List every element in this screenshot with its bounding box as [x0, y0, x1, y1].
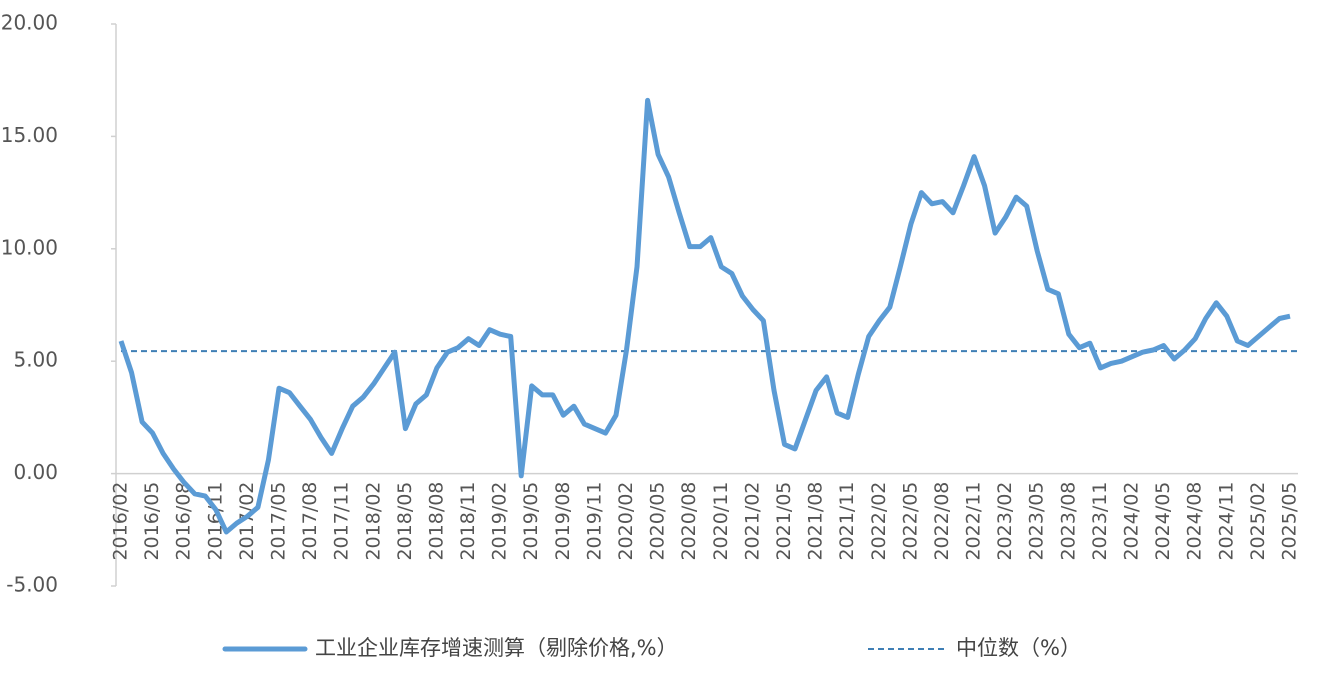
- x-tick-label: 2018/11: [457, 482, 479, 561]
- y-tick-label: 20.00: [1, 11, 58, 35]
- x-tick-label: 2017/02: [236, 482, 258, 561]
- x-tick-label: 2025/02: [1247, 482, 1269, 561]
- y-tick-label: 0.00: [13, 460, 58, 484]
- x-tick-label: 2018/05: [394, 482, 416, 561]
- x-tick-label: 2021/02: [741, 482, 763, 561]
- x-tick-label: 2019/05: [520, 482, 542, 561]
- x-tick-label: 2023/02: [994, 482, 1016, 561]
- x-tick-label: 2023/08: [1057, 482, 1079, 561]
- x-tick-label: 2019/11: [583, 482, 605, 561]
- x-tick-label: 2019/02: [489, 482, 511, 561]
- x-tick-label: 2020/05: [647, 482, 669, 561]
- y-tick-label: 15.00: [1, 123, 58, 147]
- x-tick-label: 2025/05: [1279, 482, 1301, 561]
- x-tick-label: 2021/08: [805, 482, 827, 561]
- x-tick-label: 2022/05: [899, 482, 921, 561]
- x-tick-label: 2018/08: [425, 482, 447, 561]
- legend-label: 工业企业库存增速测算（剔除价格,%）: [315, 636, 678, 660]
- x-tick-label: 2021/05: [773, 482, 795, 561]
- x-tick-label: 2016/08: [173, 482, 195, 561]
- x-tick-label: 2017/08: [299, 482, 321, 561]
- x-tick-label: 2020/02: [615, 482, 637, 561]
- x-tick-label: 2024/11: [1215, 482, 1237, 561]
- x-tick-label: 2022/08: [931, 482, 953, 561]
- x-tick-label: 2024/08: [1184, 482, 1206, 561]
- x-tick-label: 2020/11: [710, 482, 732, 561]
- x-tick-label: 2018/02: [362, 482, 384, 561]
- x-tick-label: 2023/11: [1089, 482, 1111, 561]
- x-tick-label: 2024/05: [1152, 482, 1174, 561]
- y-tick-label: 10.00: [1, 235, 58, 259]
- y-tick-label: -5.00: [6, 573, 58, 597]
- x-tick-label: 2022/02: [868, 482, 890, 561]
- x-tick-label: 2022/11: [963, 482, 985, 561]
- y-tick-label: 5.00: [13, 348, 58, 372]
- x-tick-label: 2023/05: [1026, 482, 1048, 561]
- x-tick-label: 2020/08: [678, 482, 700, 561]
- x-tick-label: 2017/05: [267, 482, 289, 561]
- x-tick-label: 2016/05: [141, 482, 163, 561]
- x-tick-label: 2024/02: [1121, 482, 1143, 561]
- x-tick-label: 2017/11: [331, 482, 353, 561]
- x-tick-label: 2016/02: [110, 482, 132, 561]
- series-line: [118, 97, 1291, 535]
- legend-label: 中位数（%）: [956, 636, 1081, 660]
- x-tick-label: 2021/11: [836, 482, 858, 561]
- x-tick-label: 2019/08: [552, 482, 574, 561]
